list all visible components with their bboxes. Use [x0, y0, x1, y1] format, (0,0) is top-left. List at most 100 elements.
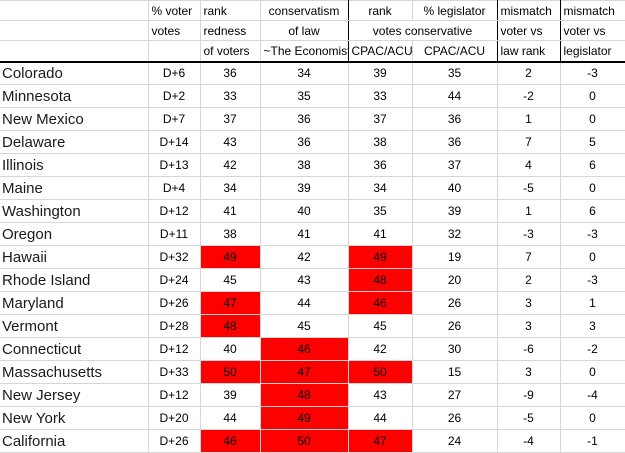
cell-mismatch-voter-vs-law[interactable]: -5: [496, 176, 561, 200]
cell-pct-legislator-cpac[interactable]: 32: [411, 222, 498, 246]
cell-mismatch-voter-vs-legislator[interactable]: 5: [559, 130, 625, 154]
cell-rank-votes-cpac[interactable]: 36: [347, 153, 413, 177]
cell-pct-legislator-cpac[interactable]: 37: [411, 153, 498, 177]
cell-conservatism-of-law[interactable]: 44: [259, 291, 349, 315]
cell-pct-legislator-cpac[interactable]: 30: [411, 337, 498, 361]
cell-mismatch-voter-vs-legislator[interactable]: 1: [559, 291, 625, 315]
col-header-redness-line1[interactable]: rank: [199, 0, 261, 21]
cell-conservatism-of-law[interactable]: 48: [259, 383, 349, 407]
cell-state-name[interactable]: Connecticut: [0, 337, 149, 361]
cell-rank-votes-cpac[interactable]: 35: [347, 199, 413, 223]
cell-conservatism-of-law[interactable]: 43: [259, 268, 349, 292]
col-header-redness-line3[interactable]: of voters: [199, 40, 261, 63]
cell-rank-votes-cpac[interactable]: 45: [347, 314, 413, 338]
cell-state-name[interactable]: Massachusetts: [0, 360, 149, 384]
col-header-law-line2[interactable]: of law: [259, 20, 349, 41]
col-header-mismatch-law-line3[interactable]: law rank: [496, 40, 561, 63]
col-header-redness-line2[interactable]: redness: [199, 20, 261, 41]
cell-rank-votes-cpac[interactable]: 47: [347, 429, 413, 453]
col-header-rank-votes-line3[interactable]: CPAC/ACU: [347, 40, 413, 63]
cell-state-name[interactable]: Maine: [0, 176, 149, 200]
cell-pct-legislator-cpac[interactable]: 40: [411, 176, 498, 200]
cell-voter-votes[interactable]: D+33: [147, 360, 201, 384]
cell-pct-legislator-cpac[interactable]: 26: [411, 291, 498, 315]
cell-voter-votes[interactable]: D+12: [147, 337, 201, 361]
cell-pct-legislator-cpac[interactable]: 35: [411, 61, 498, 85]
cell-pct-legislator-cpac[interactable]: 39: [411, 199, 498, 223]
cell-voter-votes[interactable]: D+4: [147, 176, 201, 200]
col-header-legislator-line3[interactable]: CPAC/ACU: [411, 40, 498, 63]
cell-conservatism-of-law[interactable]: 36: [259, 107, 349, 131]
cell-mismatch-voter-vs-law[interactable]: -4: [496, 429, 561, 453]
cell-voter-votes[interactable]: D+24: [147, 268, 201, 292]
cell-rank-votes-cpac[interactable]: 50: [347, 360, 413, 384]
cell-conservatism-of-law[interactable]: 45: [259, 314, 349, 338]
cell-conservatism-of-law[interactable]: 41: [259, 222, 349, 246]
cell-mismatch-voter-vs-legislator[interactable]: 0: [559, 84, 625, 108]
cell-rank-redness[interactable]: 49: [199, 245, 261, 269]
cell-mismatch-voter-vs-legislator[interactable]: 6: [559, 199, 625, 223]
cell-mismatch-voter-vs-legislator[interactable]: -2: [559, 337, 625, 361]
cell-voter-votes[interactable]: D+7: [147, 107, 201, 131]
cell-voter-votes[interactable]: D+20: [147, 406, 201, 430]
cell-mismatch-voter-vs-law[interactable]: 7: [496, 130, 561, 154]
cell-rank-redness[interactable]: 50: [199, 360, 261, 384]
cell-pct-legislator-cpac[interactable]: 26: [411, 314, 498, 338]
cell-mismatch-voter-vs-legislator[interactable]: 0: [559, 176, 625, 200]
cell-rank-redness[interactable]: 44: [199, 406, 261, 430]
cell-mismatch-voter-vs-law[interactable]: 2: [496, 61, 561, 85]
cell-conservatism-of-law[interactable]: 49: [259, 406, 349, 430]
cell-rank-votes-cpac[interactable]: 43: [347, 383, 413, 407]
cell-pct-legislator-cpac[interactable]: 36: [411, 107, 498, 131]
col-header-mismatch-legislator-line1[interactable]: mismatch: [559, 0, 625, 21]
col-header-state[interactable]: [0, 20, 149, 41]
cell-rank-redness[interactable]: 42: [199, 153, 261, 177]
col-header-state[interactable]: [0, 0, 149, 21]
cell-rank-redness[interactable]: 33: [199, 84, 261, 108]
cell-voter-votes[interactable]: D+13: [147, 153, 201, 177]
cell-mismatch-voter-vs-legislator[interactable]: -3: [559, 61, 625, 85]
cell-state-name[interactable]: California: [0, 429, 149, 453]
cell-rank-redness[interactable]: 47: [199, 291, 261, 315]
cell-voter-votes[interactable]: D+26: [147, 429, 201, 453]
cell-voter-votes[interactable]: D+26: [147, 291, 201, 315]
cell-conservatism-of-law[interactable]: 40: [259, 199, 349, 223]
cell-rank-redness[interactable]: 40: [199, 337, 261, 361]
cell-rank-redness[interactable]: 39: [199, 383, 261, 407]
cell-conservatism-of-law[interactable]: 42: [259, 245, 349, 269]
cell-state-name[interactable]: New Jersey: [0, 383, 149, 407]
cell-mismatch-voter-vs-law[interactable]: -3: [496, 222, 561, 246]
cell-rank-redness[interactable]: 41: [199, 199, 261, 223]
cell-mismatch-voter-vs-law[interactable]: -6: [496, 337, 561, 361]
cell-state-name[interactable]: Oregon: [0, 222, 149, 246]
cell-state-name[interactable]: Hawaii: [0, 245, 149, 269]
cell-mismatch-voter-vs-legislator[interactable]: 3: [559, 314, 625, 338]
cell-mismatch-voter-vs-law[interactable]: 2: [496, 268, 561, 292]
cell-voter-votes[interactable]: D+12: [147, 383, 201, 407]
cell-state-name[interactable]: Washington: [0, 199, 149, 223]
col-header-mismatch-law-line2[interactable]: voter vs: [496, 20, 561, 41]
cell-state-name[interactable]: Maryland: [0, 291, 149, 315]
cell-mismatch-voter-vs-law[interactable]: -9: [496, 383, 561, 407]
cell-conservatism-of-law[interactable]: 39: [259, 176, 349, 200]
cell-mismatch-voter-vs-legislator[interactable]: 0: [559, 360, 625, 384]
cell-mismatch-voter-vs-legislator[interactable]: -1: [559, 429, 625, 453]
cell-rank-votes-cpac[interactable]: 33: [347, 84, 413, 108]
cell-voter-votes[interactable]: D+12: [147, 199, 201, 223]
cell-mismatch-voter-vs-law[interactable]: 7: [496, 245, 561, 269]
cell-rank-votes-cpac[interactable]: 37: [347, 107, 413, 131]
cell-mismatch-voter-vs-legislator[interactable]: -3: [559, 222, 625, 246]
cell-conservatism-of-law[interactable]: 35: [259, 84, 349, 108]
cell-rank-votes-cpac[interactable]: 34: [347, 176, 413, 200]
cell-rank-votes-cpac[interactable]: 38: [347, 130, 413, 154]
col-header-mismatch-legislator-line2[interactable]: voter vs: [559, 20, 625, 41]
col-header-state[interactable]: [0, 40, 149, 63]
cell-mismatch-voter-vs-law[interactable]: 1: [496, 199, 561, 223]
cell-conservatism-of-law[interactable]: 47: [259, 360, 349, 384]
cell-mismatch-voter-vs-law[interactable]: 3: [496, 314, 561, 338]
col-header-votes-conservative-span[interactable]: votes conservative: [347, 20, 498, 41]
cell-pct-legislator-cpac[interactable]: 20: [411, 268, 498, 292]
cell-state-name[interactable]: Colorado: [0, 61, 149, 85]
cell-pct-legislator-cpac[interactable]: 19: [411, 245, 498, 269]
cell-state-name[interactable]: New York: [0, 406, 149, 430]
